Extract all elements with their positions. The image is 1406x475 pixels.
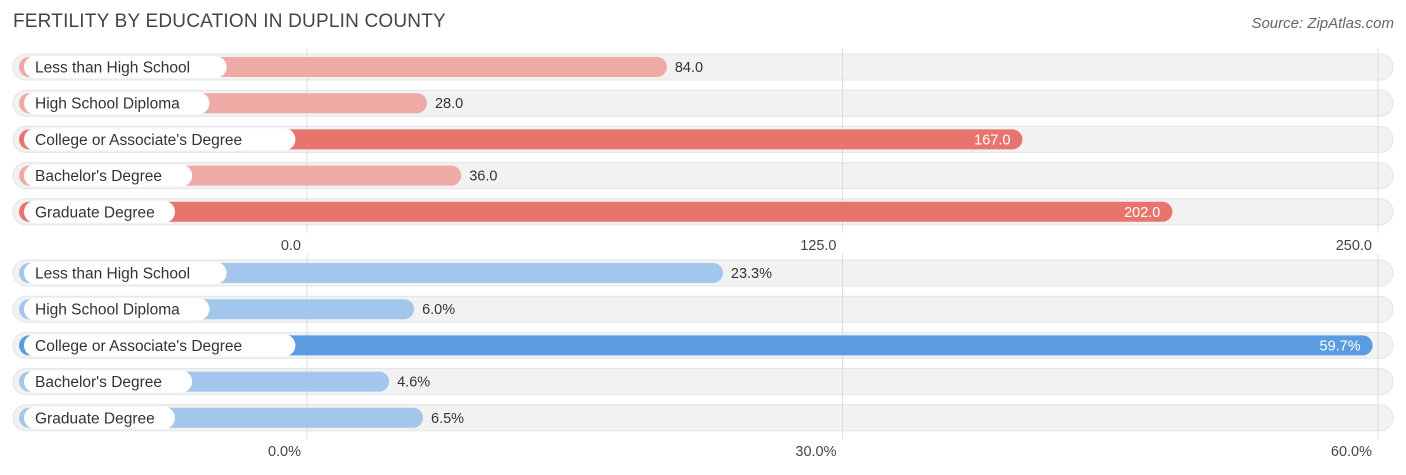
category-label: College or Associate's Degree xyxy=(35,132,242,149)
category-label-pill xyxy=(24,164,193,187)
category-label-pill xyxy=(24,334,296,357)
category-label-pill xyxy=(24,200,175,223)
axis-tick-label: 60.0% xyxy=(1331,444,1372,460)
category-label: Graduate Degree xyxy=(35,410,155,427)
category-label-pill xyxy=(24,92,210,115)
axis-tick-label: 250.0 xyxy=(1336,238,1372,254)
category-label-pill xyxy=(24,128,296,151)
value-label: 59.7% xyxy=(1320,338,1361,354)
category-label: College or Associate's Degree xyxy=(35,338,242,355)
source-note: Source: ZipAtlas.com xyxy=(1251,15,1394,32)
value-label: 6.0% xyxy=(422,302,455,318)
value-label: 28.0 xyxy=(435,96,463,112)
category-label: Graduate Degree xyxy=(35,204,155,221)
bar-college-or-associate-s-degree xyxy=(19,335,1373,356)
category-label-pill xyxy=(24,406,175,429)
axis-tick-label: 125.0 xyxy=(800,238,836,254)
value-label: 23.3% xyxy=(731,266,772,282)
category-label: Less than High School xyxy=(35,266,190,283)
axis-tick-label: 0.0 xyxy=(281,238,301,254)
value-label: 202.0 xyxy=(1124,205,1160,221)
value-label: 6.5% xyxy=(431,411,464,427)
bar-graduate-degree xyxy=(19,201,1173,222)
category-label-pill xyxy=(24,298,210,321)
category-label-pill xyxy=(24,370,193,393)
category-label-pill xyxy=(24,56,227,78)
category-label: Bachelor's Degree xyxy=(35,374,162,391)
category-label-pill xyxy=(24,262,227,284)
category-label: High School Diploma xyxy=(35,302,180,319)
category-label: High School Diploma xyxy=(35,96,180,113)
axis-tick-label: 0.0% xyxy=(268,444,301,460)
chart-title: FERTILITY BY EDUCATION IN DUPLIN COUNTY xyxy=(13,11,446,32)
value-label: 36.0 xyxy=(469,169,497,185)
axis-tick-label: 30.0% xyxy=(795,444,836,460)
category-label: Bachelor's Degree xyxy=(35,168,162,185)
value-label: 84.0 xyxy=(675,60,703,76)
value-label: 4.6% xyxy=(397,375,430,391)
category-label: Less than High School xyxy=(35,60,190,77)
value-label: 167.0 xyxy=(974,132,1010,148)
